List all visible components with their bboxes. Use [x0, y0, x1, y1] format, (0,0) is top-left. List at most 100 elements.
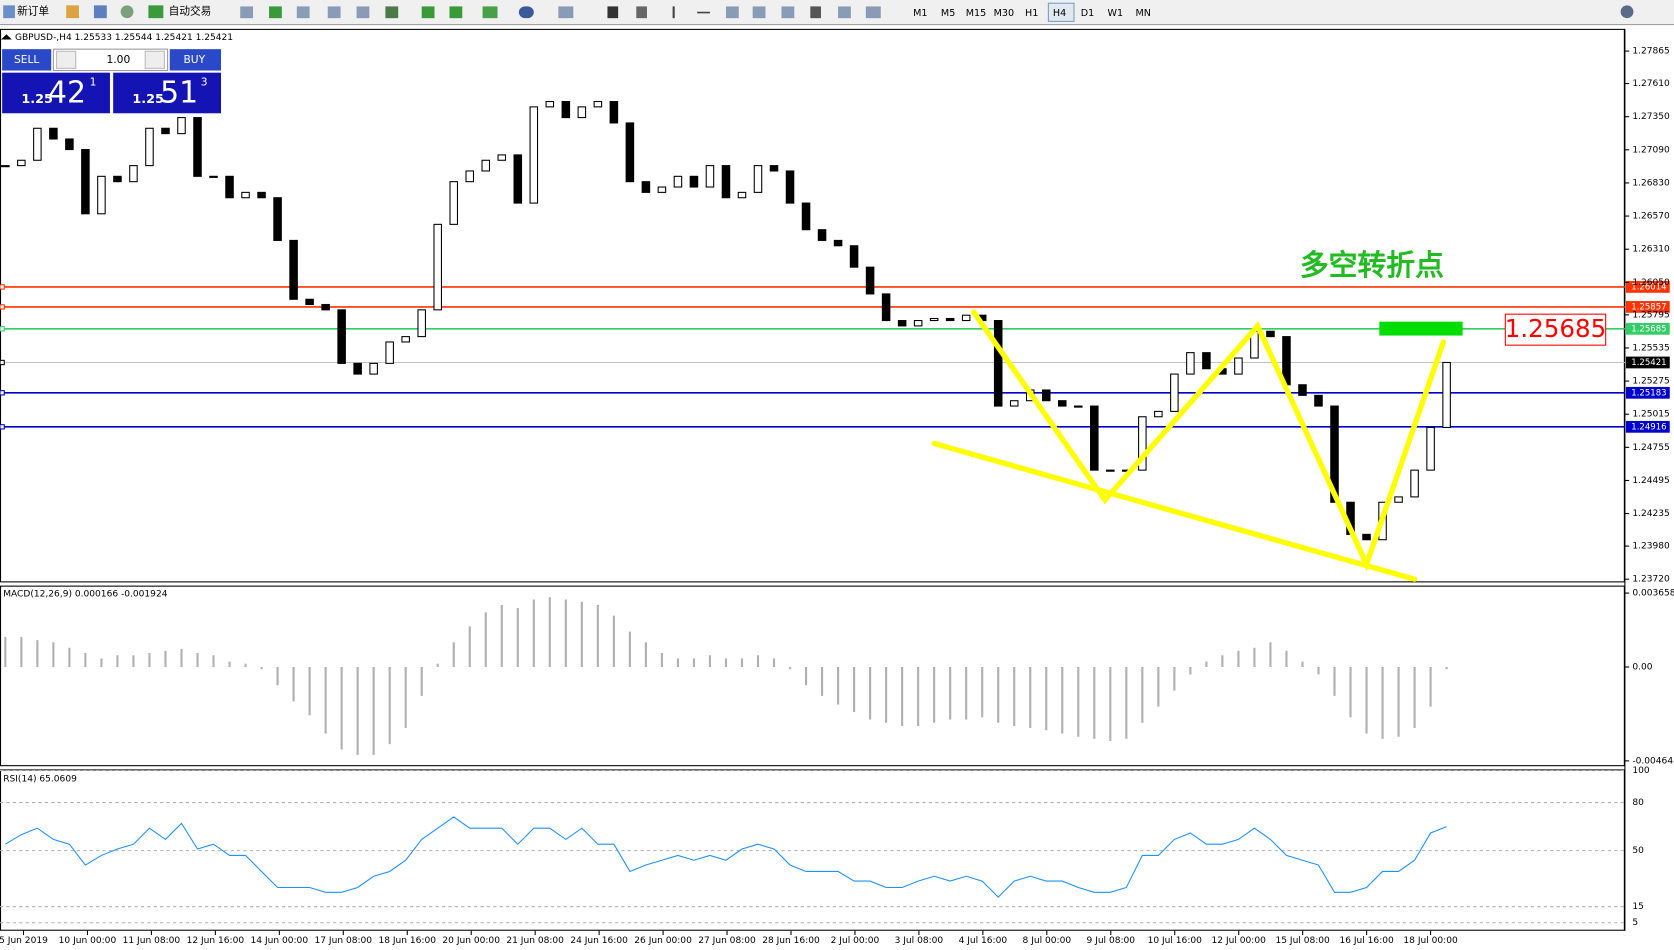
level-tag — [1625, 420, 1670, 433]
icon[interactable] — [672, 6, 675, 19]
candle — [225, 175, 234, 199]
icon[interactable] — [697, 11, 710, 14]
timeframe[interactable]: H1 — [1025, 8, 1038, 19]
buy-button[interactable] — [169, 49, 221, 71]
timeframe[interactable]: M15 — [966, 8, 987, 19]
candle — [1074, 405, 1083, 408]
timeframe[interactable]: M1 — [913, 8, 927, 19]
candle — [785, 170, 795, 204]
candle — [577, 106, 587, 119]
candle — [593, 100, 603, 108]
icon[interactable] — [752, 6, 766, 19]
icon[interactable] — [3, 5, 15, 19]
icon[interactable] — [781, 6, 795, 19]
candle — [417, 309, 426, 338]
time-label: 27 Jun 08:00 — [698, 936, 756, 946]
icon[interactable] — [93, 5, 107, 19]
timeframe[interactable]: D1 — [1081, 8, 1095, 19]
price-label: 1.26310 — [1632, 245, 1670, 255]
candle — [817, 229, 827, 241]
candle — [257, 191, 266, 199]
candle — [1426, 426, 1435, 471]
sell-price-box[interactable] — [2, 72, 110, 114]
candle — [305, 298, 314, 306]
time-label: 26 Jun 00:00 — [634, 936, 692, 946]
icon[interactable] — [240, 6, 254, 19]
candle — [881, 293, 891, 322]
price-label: 1.25275 — [1632, 377, 1669, 387]
level-label: 1.26014 — [1631, 282, 1666, 292]
levels: 1.26014 1.25857 1.25685 1.25421 1.25183 1.249… — [0, 281, 1670, 433]
price-label: 1.27090 — [1632, 145, 1670, 155]
icon[interactable] — [607, 6, 619, 19]
candle — [737, 191, 747, 199]
icon[interactable] — [356, 6, 370, 19]
icon[interactable] — [865, 6, 881, 19]
candle — [1394, 496, 1403, 503]
time-label: 2 Jul 00:00 — [831, 936, 880, 946]
candle — [177, 117, 186, 135]
search-icon[interactable] — [1620, 5, 1634, 19]
timeframe[interactable]: W1 — [1108, 8, 1124, 19]
icon[interactable] — [327, 6, 341, 19]
icon[interactable] — [518, 6, 534, 19]
time-label: 16 Jul 16:00 — [1339, 936, 1394, 946]
lot-value[interactable]: 1.00 — [106, 53, 130, 66]
rsi-header: RSI(14) 65.0609 — [3, 775, 77, 785]
collapse-arrow[interactable] — [1, 34, 12, 40]
sell-label[interactable]: SELL — [14, 53, 39, 66]
icon[interactable] — [838, 6, 851, 19]
lot-spinner-down[interactable] — [56, 50, 77, 69]
icon[interactable] — [636, 6, 647, 19]
candle — [1154, 410, 1163, 418]
rsi-label: 5 — [1632, 918, 1638, 928]
new-order[interactable]: 新订单 — [17, 5, 49, 18]
buy-price-big[interactable]: 1.25 — [132, 92, 164, 107]
buy-label[interactable]: BUY — [183, 53, 205, 66]
sell-button[interactable] — [2, 49, 52, 71]
icon[interactable] — [385, 6, 399, 19]
icon[interactable] — [810, 6, 821, 19]
candle — [545, 100, 555, 108]
lot-input[interactable] — [52, 48, 169, 72]
candle — [801, 202, 811, 231]
timeframe[interactable]: H4 — [1053, 8, 1066, 19]
icon[interactable] — [296, 6, 310, 19]
sell-price-big[interactable]: 1.25 — [21, 92, 53, 107]
sell-price-small[interactable]: 1 — [90, 75, 97, 88]
time-label: 9 Jul 08:00 — [1087, 936, 1136, 946]
auto-trading[interactable]: 自动交易 — [169, 5, 212, 18]
candle — [449, 181, 459, 225]
price-label: 1.26830 — [1632, 178, 1670, 188]
timeframe[interactable]: M30 — [994, 8, 1015, 19]
icon[interactable] — [482, 6, 498, 19]
price-label: 1.23720 — [1632, 575, 1670, 585]
candle — [97, 175, 106, 215]
lot-spinner-up[interactable] — [144, 50, 165, 69]
candle — [1362, 533, 1371, 541]
candle — [1, 165, 10, 168]
candle — [705, 165, 715, 188]
candle — [721, 165, 731, 199]
icon[interactable] — [725, 6, 739, 19]
rsi-label: 80 — [1632, 798, 1644, 808]
icon[interactable] — [449, 6, 463, 19]
icon[interactable] — [421, 6, 435, 19]
icon[interactable] — [558, 6, 574, 19]
icon[interactable] — [148, 5, 164, 19]
buy-price-small[interactable]: 3 — [201, 75, 208, 88]
macd-label: 0.003658 — [1632, 589, 1674, 599]
buy-price-box[interactable] — [113, 72, 221, 114]
time-label: 17 Jun 08:00 — [315, 936, 373, 946]
sell-price-main[interactable]: 42 — [48, 76, 86, 111]
timeframe[interactable]: MN — [1135, 8, 1150, 19]
time-label: 3 Jul 08:00 — [895, 936, 944, 946]
timeframe[interactable]: M5 — [941, 8, 955, 19]
candle — [993, 320, 1003, 407]
rsi-label: 100 — [1632, 766, 1650, 776]
buy-price-main[interactable]: 51 — [160, 76, 198, 111]
icon[interactable] — [269, 6, 282, 19]
icon[interactable] — [66, 5, 80, 19]
icon[interactable] — [120, 5, 134, 19]
